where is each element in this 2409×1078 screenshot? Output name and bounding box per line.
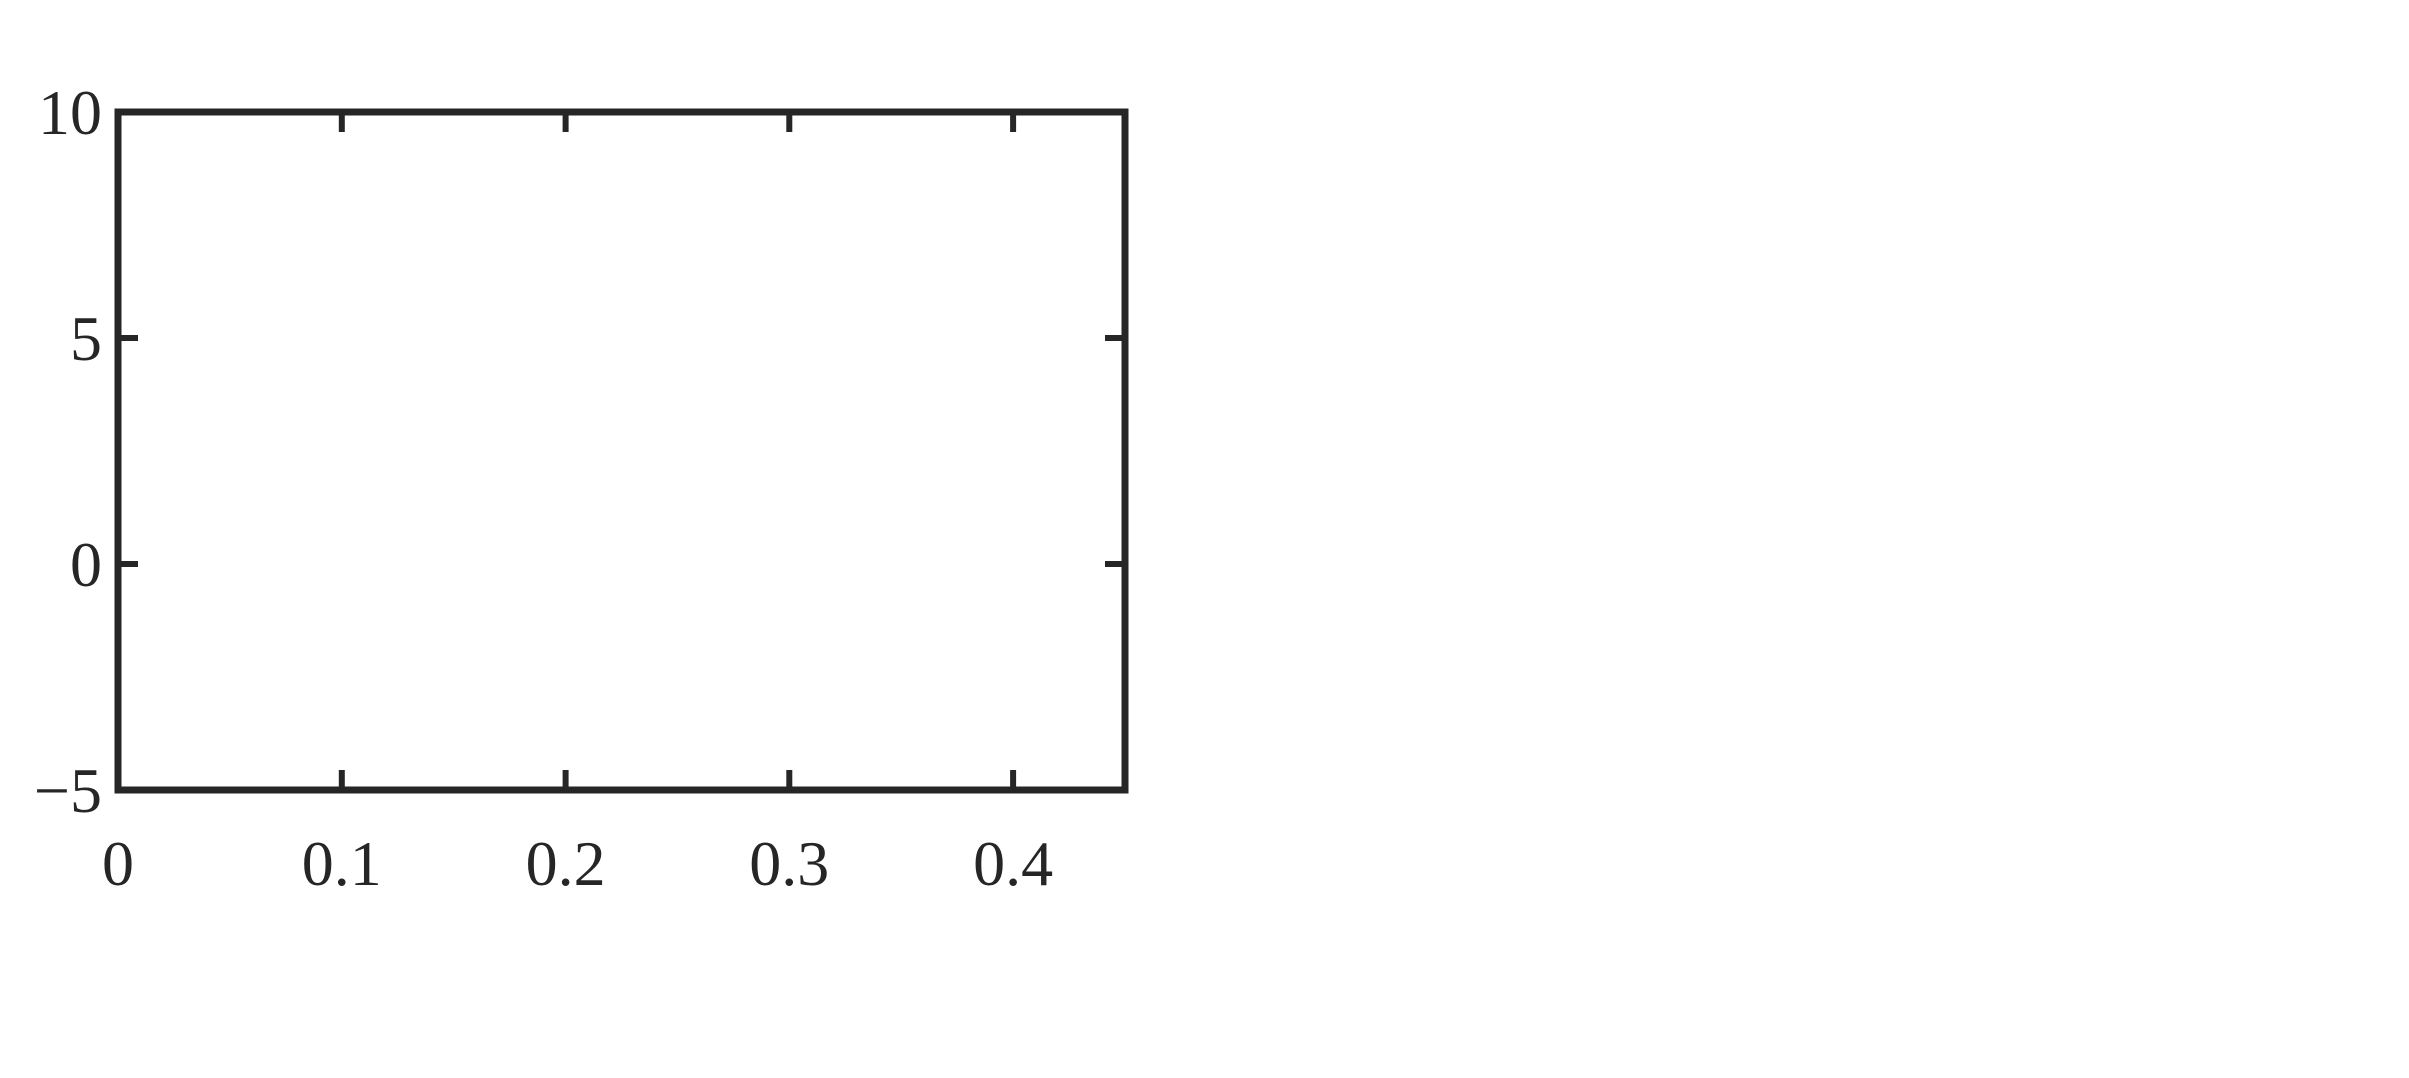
x-tick-label: 0.4 <box>973 828 1053 899</box>
y-tick-label: 10 <box>38 77 102 148</box>
x-tick-label: 0.2 <box>526 828 606 899</box>
x-tick-label: 0 <box>102 828 134 899</box>
y-tick-label: 0 <box>70 529 102 600</box>
x-tick-label: 0.1 <box>302 828 382 899</box>
axes-box <box>114 108 1129 794</box>
y-tick-label: −5 <box>34 755 102 826</box>
x-tick-label: 0.3 <box>749 828 829 899</box>
y-tick-label: 5 <box>70 303 102 374</box>
